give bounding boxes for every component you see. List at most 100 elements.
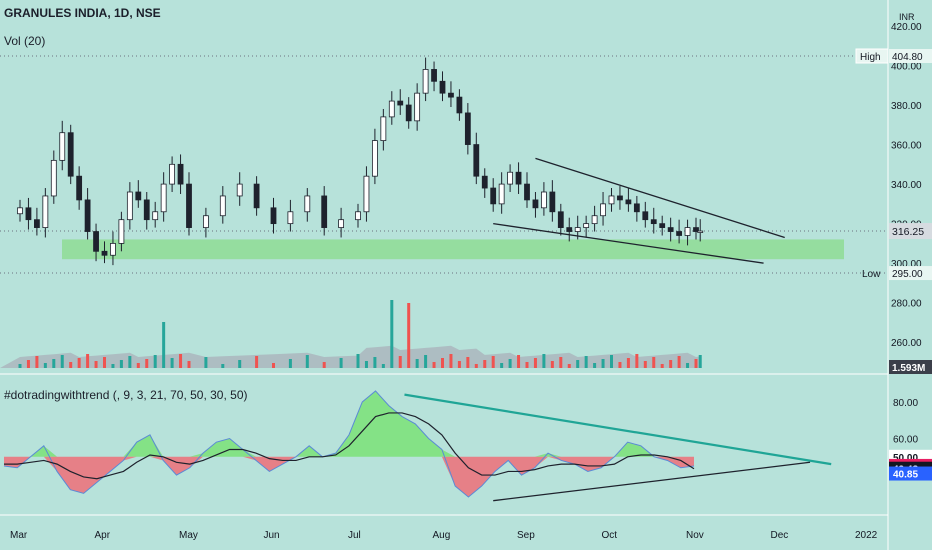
- currency-label: INR: [899, 12, 915, 22]
- candle-body: [219, 195, 226, 217]
- volume-bar: [533, 358, 537, 368]
- volume-bar: [69, 362, 73, 368]
- support-zone: [62, 239, 844, 260]
- lower-trendline: [493, 222, 764, 264]
- volume-bar: [449, 354, 453, 368]
- volume-bar: [86, 354, 90, 368]
- candle-body: [524, 183, 530, 201]
- volume-bar: [441, 358, 444, 368]
- candle-body: [355, 211, 361, 221]
- price-tick-label: 280.00: [891, 299, 922, 310]
- candle-body: [515, 171, 522, 185]
- volume-bar: [339, 358, 343, 368]
- symbol-title: GRANULES INDIA, 1D, NSE: [4, 6, 161, 20]
- volume-bar: [694, 359, 698, 368]
- price-tick-label: 260.00: [891, 338, 922, 349]
- volume-bar: [593, 363, 597, 368]
- candle-body: [253, 183, 260, 209]
- candle-body: [473, 144, 480, 177]
- volume-bar: [381, 364, 385, 368]
- candle-body: [17, 207, 23, 215]
- candle-body: [490, 187, 497, 205]
- candle-body: [304, 195, 311, 213]
- volume-bar: [601, 359, 605, 368]
- volume-bar: [305, 355, 309, 368]
- candle-body: [693, 227, 699, 232]
- oscillator-bear-fill: [4, 456, 694, 498]
- volume-bar: [238, 360, 242, 368]
- volume-bar: [500, 363, 504, 368]
- candle-body: [448, 92, 454, 98]
- volume-bar: [60, 355, 64, 368]
- last-price-label: 316.25: [892, 226, 924, 238]
- candle-body: [431, 69, 437, 82]
- candle-body: [152, 211, 159, 221]
- volume-bar: [103, 357, 106, 368]
- volume-bar: [18, 364, 22, 368]
- volume-bar: [128, 356, 132, 368]
- volume-bar: [119, 360, 123, 368]
- signal-line: [4, 412, 695, 480]
- time-tick-label: Nov: [686, 530, 704, 541]
- candle-body: [583, 223, 590, 228]
- volume-bar: [204, 357, 208, 368]
- level-50-badge-label: 50.00: [893, 453, 918, 464]
- candle-body: [608, 195, 615, 205]
- high-badge-label: High: [860, 52, 881, 63]
- volume-bar: [584, 356, 588, 368]
- time-tick-label: Aug: [433, 530, 451, 541]
- time-tick-label: 2022: [855, 530, 878, 541]
- candle-body: [59, 132, 66, 161]
- candle-body: [126, 191, 133, 221]
- volume-bar: [508, 359, 512, 368]
- lower-value-badge-label: 40.85: [893, 470, 918, 481]
- candle-body: [76, 175, 83, 201]
- time-tick-label: Jul: [348, 530, 361, 541]
- indicator-lower-trendline: [493, 461, 811, 502]
- volume-bar: [660, 364, 664, 368]
- candle-body: [414, 92, 421, 122]
- candle-body: [338, 219, 345, 228]
- candle-body: [557, 211, 564, 228]
- candle-body: [186, 183, 192, 228]
- volume-bar: [153, 355, 157, 368]
- candle-body: [50, 159, 57, 197]
- price-tick-label: 420.00: [891, 22, 922, 33]
- volume-bar: [322, 362, 326, 368]
- candle-body: [591, 215, 598, 225]
- high-badge: [855, 48, 889, 64]
- oscillator-line: [3, 390, 695, 498]
- price-tick-label: 300.00: [891, 259, 922, 270]
- last-price-badge: [889, 223, 932, 240]
- volume-bar: [77, 358, 81, 368]
- time-tick-label: Sep: [517, 530, 535, 541]
- volume-bar: [373, 357, 377, 368]
- volume-bar: [457, 361, 461, 368]
- candle-body: [667, 227, 674, 232]
- candle-body: [202, 215, 209, 228]
- volume-bar: [136, 363, 140, 368]
- volume-bar: [669, 360, 673, 368]
- candle-body: [25, 207, 32, 221]
- candle-body: [541, 191, 547, 209]
- low-value-label: 295.00: [892, 269, 923, 280]
- price-tick-label: 400.00: [891, 61, 922, 72]
- time-tick-label: Oct: [602, 530, 618, 541]
- volume-bar: [432, 362, 436, 368]
- oscillator-bull-fill: [4, 390, 694, 457]
- volume-bar: [272, 363, 275, 368]
- lower-value-badge: [889, 466, 932, 481]
- candle-body: [160, 183, 167, 213]
- volume-bar: [415, 359, 419, 368]
- volume-bar: [111, 364, 115, 368]
- indicator-upper-trendline: [404, 393, 832, 466]
- volume-bar: [26, 360, 30, 368]
- volume-bar: [474, 364, 478, 368]
- volume-bar: [652, 357, 656, 368]
- candle-body: [371, 140, 378, 177]
- volume-bar: [43, 363, 47, 368]
- price-tick-label: 340.00: [891, 180, 922, 191]
- candle-body: [143, 199, 150, 221]
